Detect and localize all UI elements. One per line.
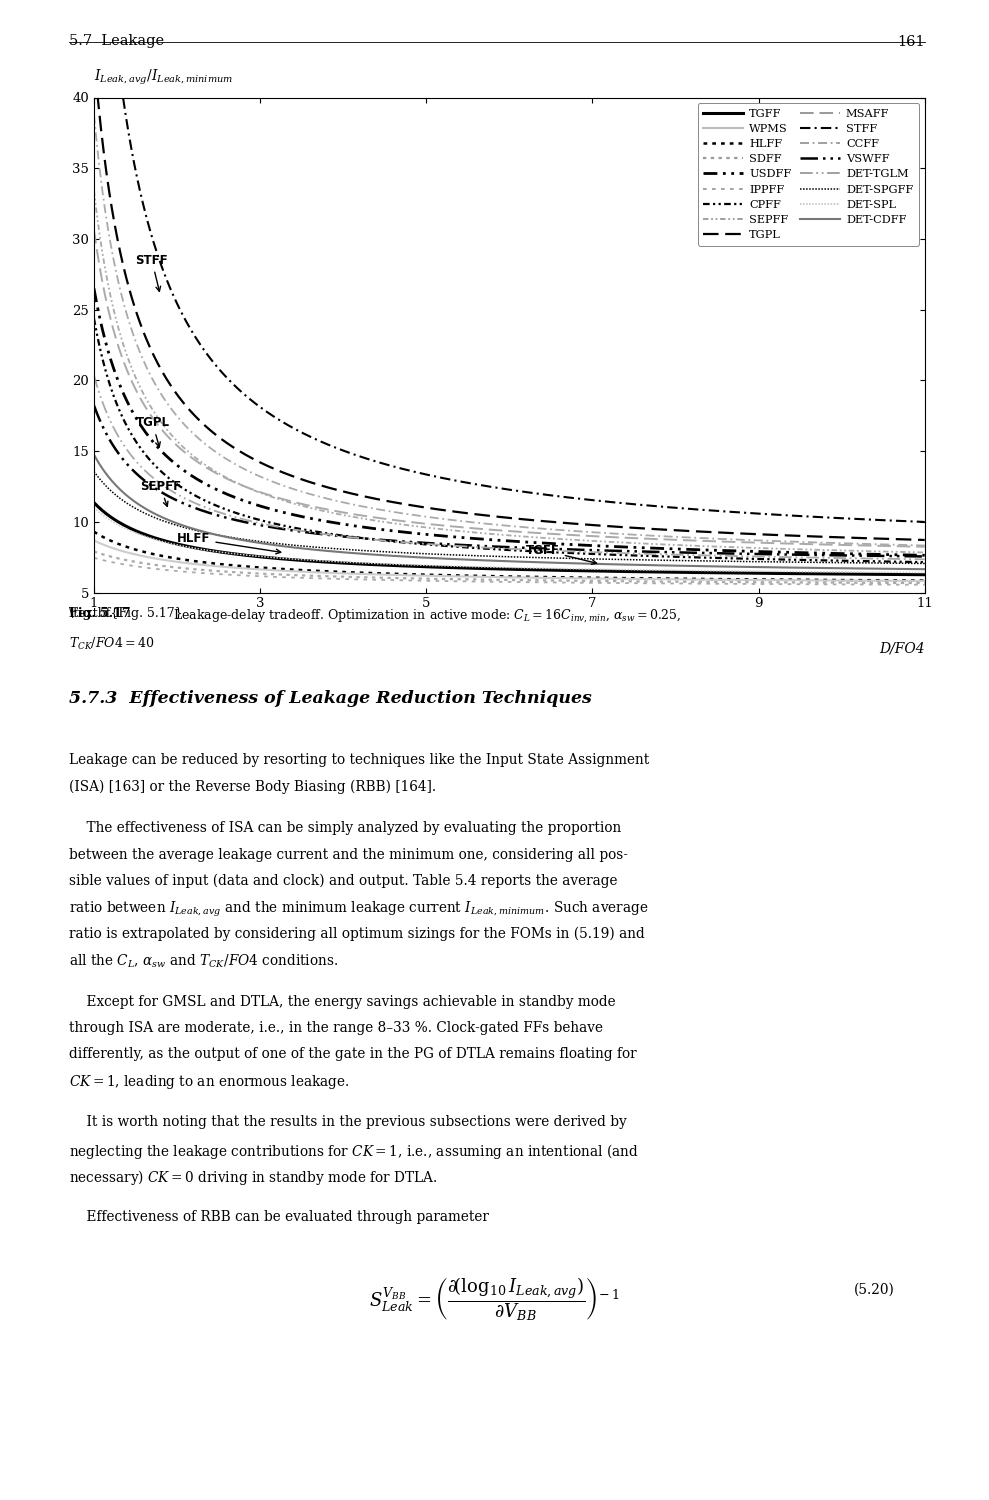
- Text: HLFF: HLFF: [177, 532, 281, 554]
- Text: D/FO4: D/FO4: [879, 642, 925, 656]
- Text: all the $C_L$, $\alpha_{sw}$ and $T_{CK}/FO4$ conditions.: all the $C_L$, $\alpha_{sw}$ and $T_{CK}…: [69, 952, 338, 970]
- Text: Leakage-delay tradeoff. Optimization in active mode: $C_L = 16C_{inv,min}$, $\al: Leakage-delay tradeoff. Optimization in …: [173, 608, 681, 624]
- Text: $S^{V_{BB}}_{Leak} = \left(\dfrac{\partial\!\left(\log_{10} I_{Leak,avg}\right)}: $S^{V_{BB}}_{Leak} = \left(\dfrac{\parti…: [369, 1275, 620, 1323]
- Text: SEPFF: SEPFF: [139, 480, 181, 507]
- Text: It is worth noting that the results in the previous subsections were derived by: It is worth noting that the results in t…: [69, 1116, 627, 1130]
- Legend: TGFF, WPMS, HLFF, SDFF, USDFF, IPPFF, CPFF, SEPFF, TGPL, MSAFF, STFF, CCFF, VSWF: TGFF, WPMS, HLFF, SDFF, USDFF, IPPFF, CP…: [698, 104, 919, 246]
- Text: necessary) $CK = 0$ driving in standby mode for DTLA.: necessary) $CK = 0$ driving in standby m…: [69, 1168, 438, 1186]
- Text: $I_{Leak,avg}/I_{Leak,minimum}$: $I_{Leak,avg}/I_{Leak,minimum}$: [94, 68, 233, 87]
- Text: Leakage can be reduced by resorting to techniques like the Input State Assignmen: Leakage can be reduced by resorting to t…: [69, 753, 650, 766]
- Text: ratio between $I_{Leak,avg}$ and the minimum leakage current $I_{Leak,minimum}$.: ratio between $I_{Leak,avg}$ and the min…: [69, 900, 649, 920]
- Text: differently, as the output of one of the gate in the PG of DTLA remains floating: differently, as the output of one of the…: [69, 1047, 637, 1060]
- Text: TGFF: TGFF: [526, 543, 596, 564]
- Text: sible values of input (data and clock) and output. Table 5.4 reports the average: sible values of input (data and clock) a…: [69, 874, 618, 888]
- Text: neglecting the leakage contributions for $CK = 1$, i.e., assuming an intentional: neglecting the leakage contributions for…: [69, 1142, 639, 1161]
- Text: Except for GMSL and DTLA, the energy savings achievable in standby mode: Except for GMSL and DTLA, the energy sav…: [69, 994, 616, 1008]
- Text: 5.7.3  Effectiveness of Leakage Reduction Techniques: 5.7.3 Effectiveness of Leakage Reduction…: [69, 690, 592, 706]
- Text: 5.7  Leakage: 5.7 Leakage: [69, 34, 164, 48]
- Text: 161: 161: [897, 34, 925, 48]
- Text: Effectiveness of RBB can be evaluated through parameter: Effectiveness of RBB can be evaluated th…: [69, 1210, 490, 1224]
- Text: $T_{CK}/FO4 = 40$: $T_{CK}/FO4 = 40$: [69, 636, 154, 652]
- Text: The effectiveness of ISA can be simply analyzed by evaluating the proportion: The effectiveness of ISA can be simply a…: [69, 822, 621, 836]
- Text: between the average leakage current and the minimum one, considering all pos-: between the average leakage current and …: [69, 847, 628, 861]
- Text: Fig. 5.17: Fig. 5.17: [69, 608, 131, 621]
- Text: $CK = 1$, leading to an enormous leakage.: $CK = 1$, leading to an enormous leakage…: [69, 1074, 350, 1092]
- Text: (5.20): (5.20): [854, 1282, 895, 1298]
- Text: (ISA) [163] or the Reverse Body Biasing (RBB) [164].: (ISA) [163] or the Reverse Body Biasing …: [69, 780, 436, 794]
- Text: through ISA are moderate, i.e., in the range 8–33 %. Clock-gated FFs behave: through ISA are moderate, i.e., in the r…: [69, 1022, 603, 1035]
- Text: ratio is extrapolated by considering all optimum sizings for the FOMs in (5.19) : ratio is extrapolated by considering all…: [69, 927, 645, 940]
- Text: \textbf{Fig. 5.17}: \textbf{Fig. 5.17}: [69, 608, 183, 621]
- Text: STFF: STFF: [135, 254, 168, 291]
- Text: TGPL: TGPL: [135, 417, 169, 447]
